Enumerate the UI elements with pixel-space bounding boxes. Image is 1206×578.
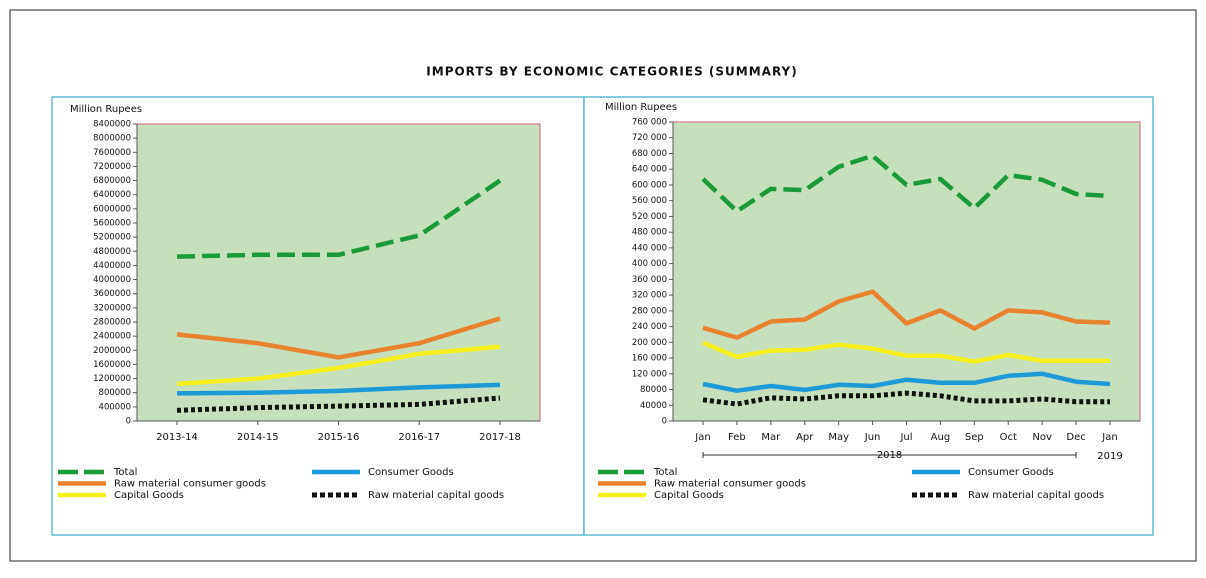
- series-line: [176, 316, 501, 360]
- x-tick-label: May: [828, 432, 849, 443]
- y-axis-label: Million Rupees: [605, 102, 677, 113]
- group-label: 2019: [1097, 451, 1122, 462]
- x-tick-label: Mar: [761, 432, 781, 443]
- y-tick-label: 6400000: [93, 190, 131, 200]
- y-tick-label: 120 000: [632, 369, 667, 379]
- series-line: [176, 382, 501, 396]
- y-tick-label: 400000: [99, 402, 131, 412]
- y-tick-label: 0: [126, 417, 131, 427]
- y-tick-label: 0: [662, 417, 667, 427]
- series-line: [176, 178, 502, 259]
- x-tick-label: Aug: [931, 432, 951, 443]
- y-tick-label: 160 000: [632, 354, 667, 364]
- legend-label: Raw material capital goods: [968, 490, 1104, 501]
- y-tick-label: 280 000: [632, 306, 667, 316]
- y-tick-label: 400 000: [632, 259, 667, 269]
- y-tick-label: 4400000: [93, 261, 131, 271]
- y-tick-label: 200 000: [632, 338, 667, 348]
- y-tick-label: 320 000: [632, 291, 667, 301]
- y-tick-label: 640 000: [632, 165, 667, 175]
- y-axis-label: Million Rupees: [70, 104, 142, 115]
- series-line: [701, 153, 1111, 214]
- y-tick-label: 2000000: [93, 346, 131, 356]
- x-tick-label: 2015-16: [318, 432, 360, 443]
- y-tick-label: 8400000: [93, 120, 131, 130]
- legend-label: Raw material consumer goods: [114, 479, 266, 490]
- legend-label: Total: [653, 467, 677, 478]
- x-tick-label: Nov: [1032, 432, 1052, 443]
- legend-label: Capital Goods: [654, 490, 724, 501]
- x-tick-label: Apr: [796, 432, 814, 443]
- series-line: [176, 395, 501, 413]
- y-tick-label: 3600000: [93, 289, 131, 299]
- y-tick-label: 4800000: [93, 247, 131, 257]
- x-tick-label: Oct: [1000, 432, 1017, 443]
- legend-label: Total: [113, 467, 137, 478]
- y-tick-label: 4000000: [93, 275, 131, 285]
- y-tick-label: 40000: [640, 401, 667, 411]
- x-tick-label: 2013-14: [156, 432, 198, 443]
- y-tick-label: 440 000: [632, 243, 667, 253]
- x-tick-label: 2016-17: [398, 432, 440, 443]
- series-line: [702, 390, 1110, 407]
- y-tick-label: 720 000: [632, 133, 667, 143]
- y-tick-label: 80000: [640, 385, 667, 395]
- y-tick-label: 1600000: [93, 360, 131, 370]
- legend-label: Consumer Goods: [968, 467, 1054, 478]
- page-title: IMPORTS BY ECONOMIC CATEGORIES (SUMMARY): [426, 65, 797, 79]
- y-tick-label: 2800000: [93, 318, 131, 328]
- y-tick-label: 1200000: [93, 374, 131, 384]
- y-tick-label: 800000: [99, 388, 131, 398]
- y-tick-label: 560 000: [632, 196, 667, 206]
- y-tick-label: 680 000: [632, 149, 667, 159]
- series-line: [702, 340, 1110, 364]
- y-tick-label: 5600000: [93, 219, 131, 229]
- y-tick-label: 8000000: [93, 134, 131, 144]
- x-tick-label: Jan: [694, 432, 710, 443]
- y-tick-label: 5200000: [93, 233, 131, 243]
- y-tick-label: 520 000: [632, 212, 667, 222]
- y-tick-label: 6000000: [93, 204, 131, 214]
- x-tick-label: 2017-18: [479, 432, 521, 443]
- legend-label: Raw material consumer goods: [654, 479, 806, 490]
- y-tick-label: 6800000: [93, 176, 131, 186]
- series-line: [702, 371, 1111, 393]
- y-tick-label: 480 000: [632, 228, 667, 238]
- plot-area: [672, 121, 1141, 422]
- x-tick-label: Feb: [728, 432, 746, 443]
- y-tick-label: 3200000: [93, 303, 131, 313]
- x-tick-label: Jun: [864, 432, 881, 443]
- series-line: [176, 344, 501, 387]
- y-tick-label: 7200000: [93, 162, 131, 172]
- x-tick-label: 2014-15: [237, 432, 279, 443]
- series-line: [702, 289, 1111, 340]
- y-tick-label: 600 000: [632, 180, 667, 190]
- x-tick-label: Sep: [965, 432, 984, 443]
- legend-label: Capital Goods: [114, 490, 184, 501]
- plot-area: [136, 123, 541, 422]
- group-label: 2018: [877, 450, 902, 461]
- x-tick-label: Dec: [1066, 432, 1085, 443]
- legend-label: Consumer Goods: [368, 467, 454, 478]
- y-tick-label: 240 000: [632, 322, 667, 332]
- y-tick-label: 2400000: [93, 332, 131, 342]
- y-tick-label: 7600000: [93, 148, 131, 158]
- legend-label: Raw material capital goods: [368, 490, 504, 501]
- x-tick-label: Jan: [1101, 432, 1117, 443]
- y-tick-label: 360 000: [632, 275, 667, 285]
- x-tick-label: Jul: [899, 432, 912, 443]
- y-tick-label: 760 000: [632, 118, 667, 128]
